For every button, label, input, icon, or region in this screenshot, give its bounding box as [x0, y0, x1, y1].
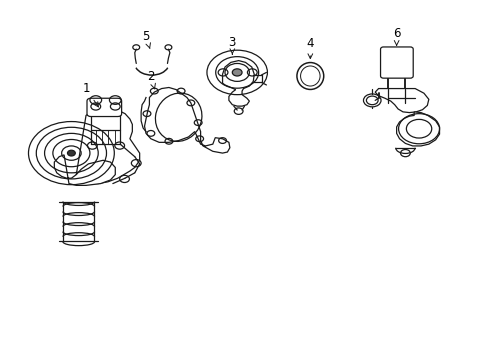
Text: 2: 2 [147, 70, 155, 89]
Text: 6: 6 [392, 27, 400, 45]
Polygon shape [54, 155, 115, 185]
Polygon shape [222, 60, 254, 106]
Text: 5: 5 [142, 30, 150, 49]
FancyBboxPatch shape [380, 47, 412, 78]
Circle shape [232, 69, 242, 76]
Polygon shape [76, 105, 140, 184]
Polygon shape [374, 89, 428, 113]
Text: 1: 1 [82, 82, 98, 107]
Circle shape [67, 150, 75, 156]
Text: 4: 4 [306, 37, 313, 59]
Polygon shape [396, 112, 439, 146]
Text: 3: 3 [228, 36, 236, 54]
Polygon shape [144, 87, 229, 153]
FancyBboxPatch shape [87, 98, 122, 117]
